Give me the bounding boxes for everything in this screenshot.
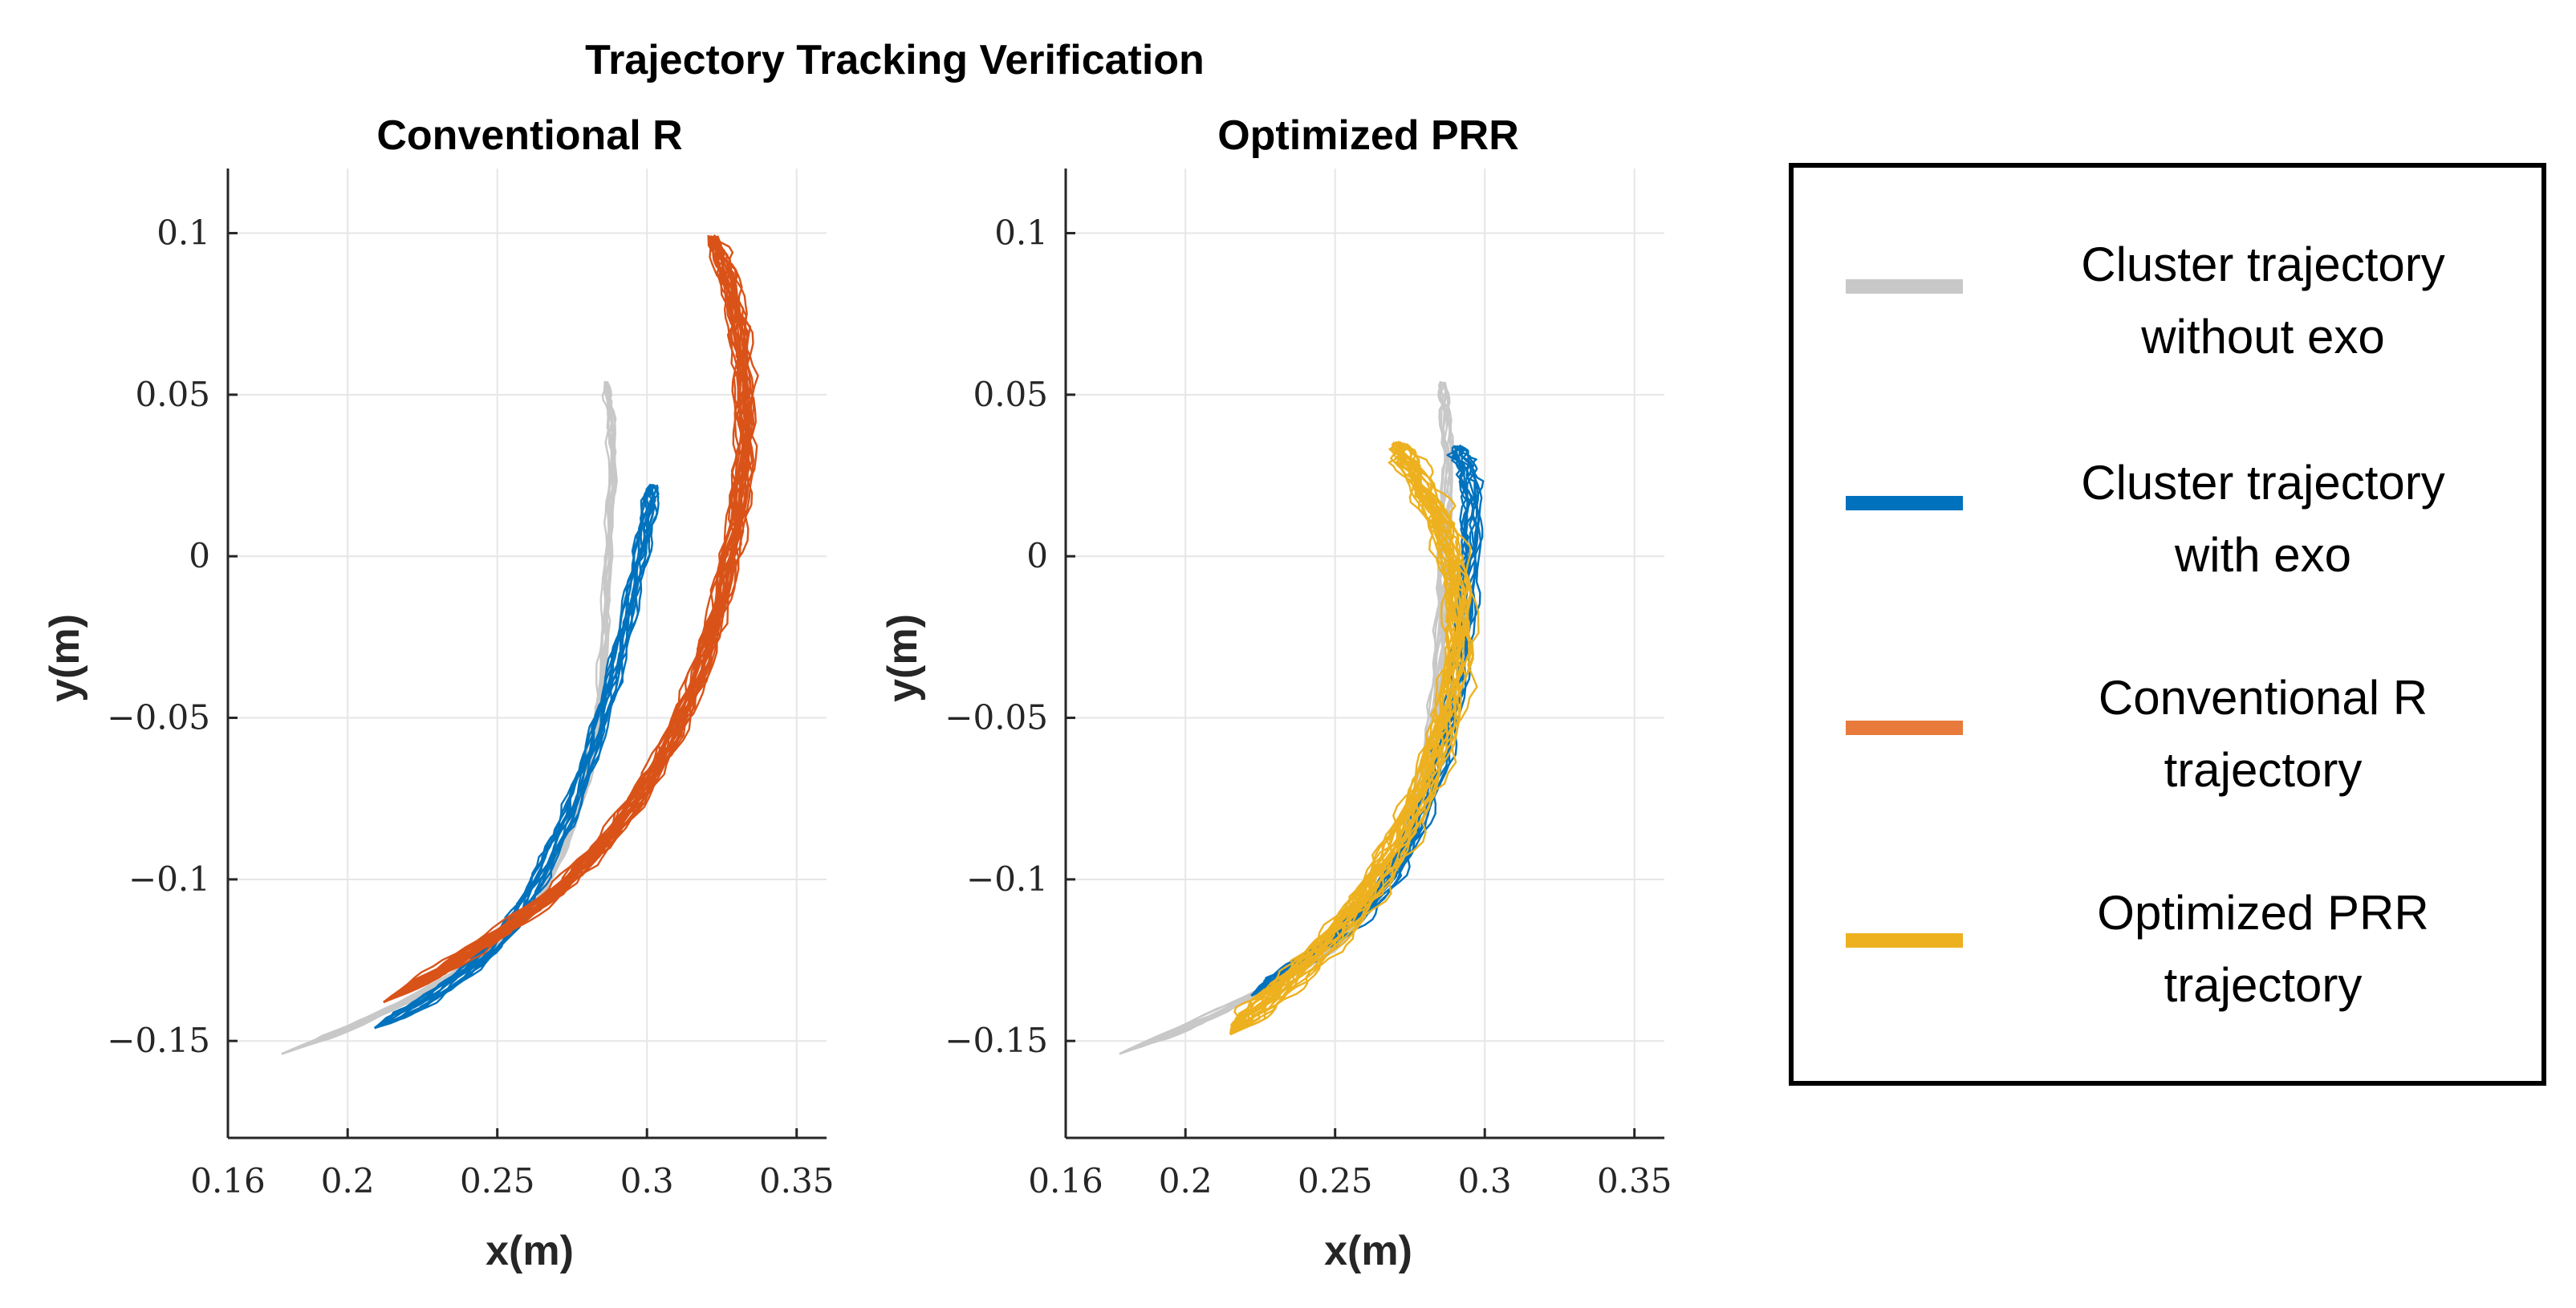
x-tick-labels: 0.16 0.2 0.25 0.3 0.35 [190,1161,834,1200]
trajectory-line [383,235,759,1003]
trajectory-line [1229,441,1459,1035]
legend-entry-optimized-prr: Optimized PRR trajectory [1846,886,2429,1012]
plot-area [1119,380,1485,1055]
y-tick-label: 0.1 [156,213,210,253]
subplot-title: Conventional R [376,112,682,159]
trajectory-line [374,485,657,1030]
trajectory-line [1229,443,1461,1036]
subplot-conventional-r: Conventional R 0.16 0.2 0.25 0.3 0.35 −0.15−… [42,112,834,1274]
grid [227,169,827,1138]
legend-label-line2: without exo [2140,310,2385,364]
subplot-optimized-prr: Optimized PRR 0.16 0.2 0.25 0.3 0.35 −0.15−0… [880,112,1672,1274]
legend-label-line2: trajectory [2164,743,2363,797]
legend: Cluster trajectory without exo Cluster t… [1789,163,2546,1086]
trajectory-line [1229,441,1459,1035]
trajectory-line [383,236,748,1003]
x-tick-label: 0.25 [1298,1161,1373,1200]
y-tick-label: −0.05 [945,698,1048,737]
trajectory-line [374,485,660,1030]
trajectory-line [374,485,657,1030]
legend-label-line1: Cluster trajectory [2081,238,2444,291]
y-tick-label: −0.15 [945,1021,1048,1060]
trajectory-line [383,235,757,1003]
x-tick-label: 0.16 [190,1161,266,1200]
trajectory-line [1229,442,1461,1035]
legend-label-line1: Conventional R [2099,671,2428,725]
y-tick-label: 0.05 [135,375,210,414]
x-tick-label: 0.35 [759,1161,835,1200]
x-tick-labels: 0.16 0.2 0.25 0.3 0.35 [1028,1161,1672,1200]
legend-entry-with-exo: Cluster trajectory with exo [1846,456,2445,582]
y-tick-label: −0.05 [107,698,210,737]
x-tick-label: 0.16 [1028,1161,1103,1200]
legend-label-line1: Optimized PRR [2097,886,2428,940]
x-axis-label: x(m) [486,1228,574,1274]
series-conventional_r [383,234,759,1004]
y-axis-label: y(m) [880,614,926,702]
y-axis-label: y(m) [42,614,88,702]
x-tick-label: 0.25 [460,1161,535,1200]
trajectory-line [374,485,656,1030]
trajectory-line [383,237,748,1003]
x-tick-label: 0.35 [1597,1161,1672,1200]
y-tick-label: 0 [189,536,210,575]
trajectory-line [374,484,656,1030]
y-tick-label: 0.05 [973,375,1048,414]
legend-box [1789,163,2546,1086]
figure-title: Trajectory Tracking Verification [585,37,1205,83]
legend-label-line2: trajectory [2164,958,2363,1012]
x-axis-label: x(m) [1324,1228,1412,1274]
x-tick-label: 0.3 [620,1161,674,1200]
axes [1064,169,1664,1139]
y-tick-label: −0.1 [966,859,1048,899]
y-tick-label: −0.15 [107,1021,210,1060]
y-tick-labels: −0.15 −0.1 −0.05 0 0.05 0.1 [107,213,210,1061]
x-tick-label: 0.2 [1159,1161,1213,1200]
trajectory-line [383,236,744,1003]
y-tick-labels: −0.15 −0.1 −0.05 0 0.05 0.1 [945,213,1048,1061]
y-tick-label: −0.1 [128,859,210,899]
trajectory-line [374,484,653,1030]
y-tick-label: 0.1 [994,213,1048,253]
trajectory-line [281,381,611,1055]
plot-area [281,234,759,1055]
legend-label-line1: Cluster trajectory [2081,456,2444,510]
trajectory-line [383,237,750,1004]
trajectory-line [1229,443,1474,1036]
trajectory-line [374,483,655,1030]
grid [1065,169,1664,1138]
legend-entry-without-exo: Cluster trajectory without exo [1846,238,2445,364]
series-optimized_prr [1229,441,1480,1036]
trajectory-line [1229,442,1461,1035]
subplot-title: Optimized PRR [1217,112,1519,159]
trajectory-line [374,484,660,1030]
x-tick-label: 0.3 [1458,1161,1512,1200]
axes [226,169,827,1139]
legend-entry-conventional-r: Conventional R trajectory [1846,671,2428,797]
trajectory-line [1229,444,1474,1036]
series-with_exo [374,483,660,1030]
y-tick-label: 0 [1026,536,1048,575]
legend-label-line2: with exo [2174,528,2351,582]
x-tick-label: 0.2 [321,1161,375,1200]
